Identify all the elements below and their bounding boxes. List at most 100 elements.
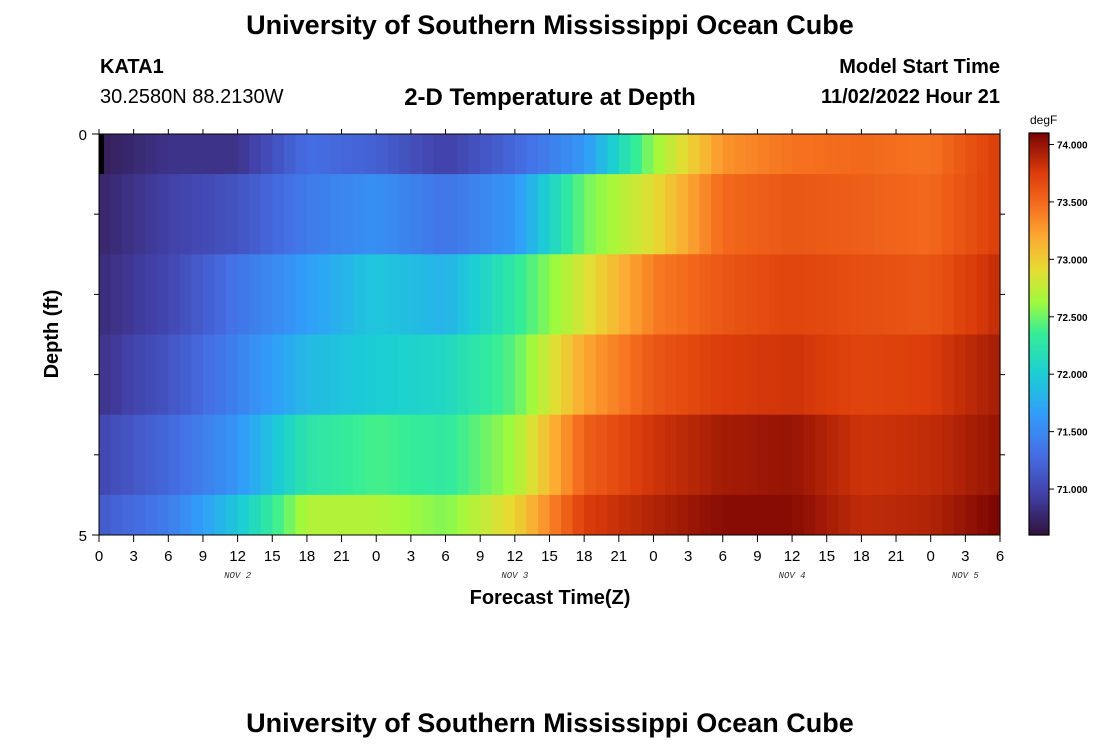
heatmap-cell: [930, 494, 943, 536]
heatmap-cell: [896, 134, 909, 175]
heatmap-cell: [826, 494, 839, 536]
heatmap-cell: [249, 494, 262, 536]
heatmap-cell: [849, 254, 862, 335]
heatmap-cell: [457, 494, 470, 536]
heatmap-cell: [861, 414, 874, 496]
heatmap-cell: [145, 494, 158, 536]
heatmap-cell: [179, 494, 193, 536]
heatmap-cell: [572, 254, 585, 335]
heatmap-cell: [537, 414, 551, 496]
heatmap-cell: [110, 134, 123, 175]
heatmap-cell: [641, 174, 655, 255]
heatmap-cell: [341, 414, 354, 496]
heatmap-cell: [110, 254, 123, 335]
heatmap-cell: [665, 134, 678, 175]
heatmap-cell: [445, 134, 458, 175]
heatmap-cell: [688, 414, 701, 496]
heatmap-cell: [884, 414, 897, 496]
heatmap-cell: [537, 134, 551, 175]
heatmap-cell: [584, 254, 597, 335]
heatmap-cell: [249, 334, 262, 416]
heatmap-cell: [919, 414, 932, 496]
heatmap-cell: [745, 254, 759, 335]
day-label: NOV 3: [501, 571, 529, 581]
heatmap-cell: [237, 334, 250, 416]
heatmap-cell: [295, 494, 308, 536]
heatmap-cell: [376, 254, 389, 335]
heatmap-cell: [907, 494, 920, 536]
heatmap-cell: [665, 494, 678, 536]
heatmap-cell: [202, 174, 216, 255]
heatmap-cell: [711, 174, 724, 255]
heatmap-cell: [907, 414, 920, 496]
heatmap-cell: [988, 134, 1001, 175]
heatmap-cell: [445, 334, 458, 416]
heatmap-cell: [433, 414, 447, 496]
heatmap-cell: [491, 334, 504, 416]
heatmap-cell: [422, 414, 435, 496]
heatmap-cell: [480, 414, 493, 496]
heatmap-cell: [792, 334, 805, 416]
heatmap-cell: [849, 174, 862, 255]
heatmap-cell: [792, 494, 805, 536]
heatmap-cell: [133, 494, 146, 536]
heatmap-cell: [595, 414, 608, 496]
heatmap-cell: [249, 134, 262, 175]
heatmap-cell: [145, 174, 158, 255]
heatmap-cell: [145, 134, 158, 175]
heatmap-cell: [815, 134, 828, 175]
colorbar-unit: degF: [1030, 113, 1057, 127]
heatmap-cell: [122, 134, 135, 175]
heatmap-cell: [815, 174, 828, 255]
heatmap-cell: [838, 134, 851, 175]
heatmap-cell: [295, 174, 308, 255]
heatmap-cell: [514, 414, 527, 496]
heatmap-cell: [792, 174, 805, 255]
heatmap-cell: [930, 174, 943, 255]
heatmap-cell: [607, 334, 620, 416]
heatmap-cell: [445, 414, 458, 496]
heatmap-cell: [803, 134, 816, 175]
heatmap-cell: [133, 134, 146, 175]
heatmap-cell: [630, 414, 643, 496]
heatmap-cell: [699, 334, 712, 416]
heatmap-cell: [976, 134, 990, 175]
heatmap-cell: [722, 134, 735, 175]
colorbar: 71.000 71.500 72.000 72.500 73.000 73.500 74.0…: [1028, 132, 1088, 536]
heatmap-cell: [734, 334, 747, 416]
heatmap-cell: [745, 494, 759, 536]
x-tick-label: 6: [441, 548, 449, 565]
heatmap-cell: [618, 414, 631, 496]
heatmap-cell: [549, 334, 562, 416]
colorbar-tick-label: 73.000: [1057, 255, 1088, 266]
heatmap-cell: [803, 174, 816, 255]
heatmap-cell: [942, 254, 955, 335]
heatmap-cell: [526, 494, 539, 536]
heatmap-cell: [561, 414, 574, 496]
heatmap-cell: [214, 134, 227, 175]
heatmap-cell: [676, 494, 689, 536]
heatmap-cell: [838, 174, 851, 255]
heatmap-cell: [907, 134, 920, 175]
heatmap-cell: [330, 174, 343, 255]
heatmap-cell: [191, 254, 204, 335]
heatmap-cell: [514, 334, 527, 416]
heatmap-cell: [457, 134, 470, 175]
x-tick-label: 0: [372, 548, 380, 565]
heatmap-cell: [826, 174, 839, 255]
heatmap-cell: [468, 254, 481, 335]
x-tick-label: 6: [996, 548, 1004, 565]
heatmap-cell: [122, 494, 135, 536]
heatmap-cell: [122, 414, 135, 496]
heatmap-cell: [884, 494, 897, 536]
colorbar-tick-label: 74.000: [1057, 140, 1088, 151]
heatmap-cell: [595, 174, 608, 255]
heatmap-cell: [665, 174, 678, 255]
heatmap-cell: [676, 134, 689, 175]
heatmap-cell: [433, 134, 447, 175]
heatmap-cell: [410, 174, 424, 255]
heatmap-cell: [514, 254, 527, 335]
heatmap-cell: [503, 414, 516, 496]
heatmap-cell: [353, 134, 366, 175]
heatmap-cell: [260, 174, 273, 255]
